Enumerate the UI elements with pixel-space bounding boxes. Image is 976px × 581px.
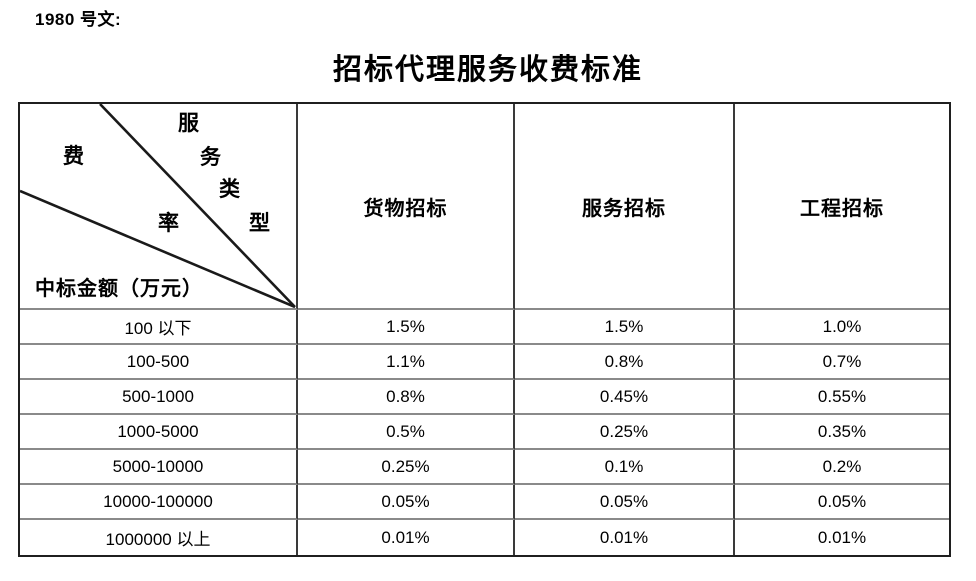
rate-cell: 1.5% xyxy=(515,310,735,345)
col-header-goods: 货物招标 xyxy=(298,104,515,310)
service-type-char: 类 xyxy=(219,176,240,201)
rate-cell: 0.45% xyxy=(515,380,735,415)
rate-cell: 0.05% xyxy=(298,485,515,520)
rate-char: 率 xyxy=(158,210,179,235)
rate-cell: 0.8% xyxy=(515,345,735,380)
rate-cell: 1.1% xyxy=(298,345,515,380)
row-range-label: 5000-10000 xyxy=(20,450,298,485)
diagonal-divider-lines xyxy=(20,104,296,308)
doc-number: 1980 号文: xyxy=(35,10,122,29)
rate-cell: 0.35% xyxy=(735,415,949,450)
row-range-label: 100-500 xyxy=(20,345,298,380)
rate-cell: 0.25% xyxy=(298,450,515,485)
rate-cell: 0.8% xyxy=(298,380,515,415)
fee-table: 服 务 类 型 费 率 中标金额（万元） 货物招标 服务招标 工程招标 100 … xyxy=(18,102,951,557)
rate-cell: 0.05% xyxy=(735,485,949,520)
row-range-label: 500-1000 xyxy=(20,380,298,415)
rate-cell: 1.5% xyxy=(298,310,515,345)
rate-cell: 0.01% xyxy=(817,527,867,547)
corner-header-cell: 服 务 类 型 费 率 中标金额（万元） xyxy=(20,104,298,310)
rate-cell: 0.25% xyxy=(515,415,735,450)
rate-cell: 1.0% xyxy=(735,310,949,345)
service-type-char: 服 xyxy=(178,110,199,135)
service-type-char: 务 xyxy=(200,144,221,169)
rate-cell: 0.01% xyxy=(298,520,515,555)
rate-cell: 0.01% xyxy=(515,520,735,555)
rate-cell: 0.2% xyxy=(735,450,949,485)
rate-cell: 0.55% xyxy=(735,380,949,415)
rate-cell: 0.7% xyxy=(735,345,949,380)
rate-cell: 0.5% xyxy=(298,415,515,450)
rate-char: 费 xyxy=(63,143,84,168)
col-header-services: 服务招标 xyxy=(515,104,735,310)
rate-cell: 0.05% xyxy=(515,485,735,520)
service-type-char: 型 xyxy=(249,210,270,235)
row-range-label: 1000000 以上 xyxy=(20,520,298,555)
page-title: 招标代理服务收费标准 xyxy=(332,52,643,86)
row-range-label: 10000-100000 xyxy=(20,485,298,520)
row-range-label: 100 以下 xyxy=(20,310,298,345)
col-header-works: 工程招标 xyxy=(735,104,949,310)
row-axis-label: 中标金额（万元） xyxy=(35,276,203,300)
rate-cell: 0.1% xyxy=(515,450,735,485)
row-range-label: 1000-5000 xyxy=(20,415,298,450)
